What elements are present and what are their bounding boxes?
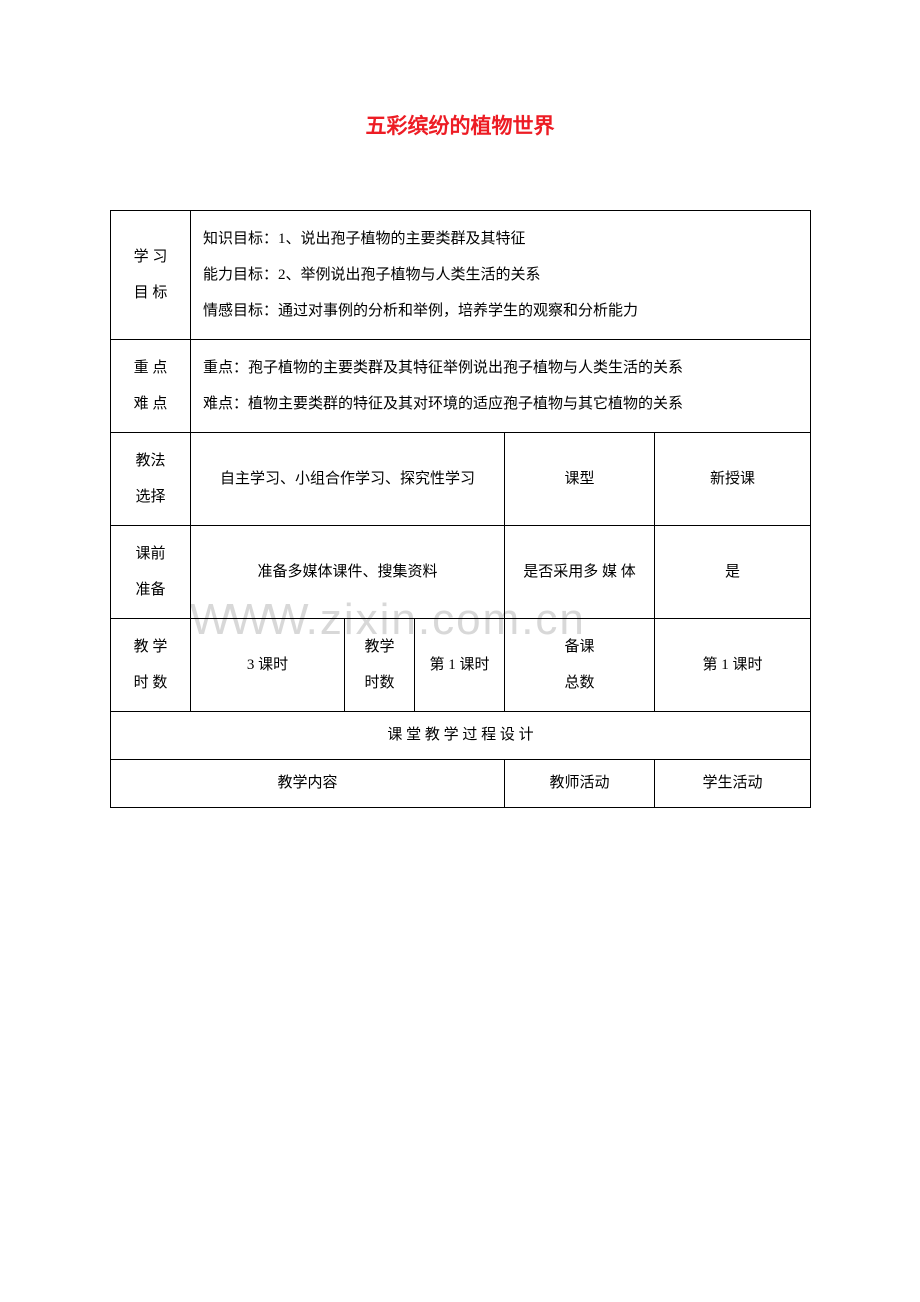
hours-prep-label: 备课总数 [505,619,655,712]
columns-row: 教学内容 教师活动 学生活动 [111,760,811,808]
prep-content: 准备多媒体课件、搜集资料 [191,526,505,619]
hours-prep-value: 第 1 课时 [655,619,811,712]
hours-current: 第 1 课时 [415,619,505,712]
keypoints-content: 重点：孢子植物的主要类群及其特征举例说出孢子植物与人类生活的关系难点：植物主要类… [191,340,811,433]
column-student: 学生活动 [655,760,811,808]
objectives-label: 学 习目 标 [111,211,191,340]
keypoints-label: 重 点难 点 [111,340,191,433]
column-teacher: 教师活动 [505,760,655,808]
method-label: 教法选择 [111,433,191,526]
course-type-label: 课型 [505,433,655,526]
document-title: 五彩缤纷的植物世界 [110,110,810,140]
process-header: 课 堂 教 学 过 程 设 计 [111,712,811,760]
method-row: 教法选择 自主学习、小组合作学习、探究性学习 课型 新授课 [111,433,811,526]
hours-row: 教 学时 数 3 课时 教学时数 第 1 课时 备课总数 第 1 课时 [111,619,811,712]
objectives-row: 学 习目 标 知识目标：1、说出孢子植物的主要类群及其特征能力目标：2、举例说出… [111,211,811,340]
hours-sub-label: 教学时数 [345,619,415,712]
lesson-plan-table: 学 习目 标 知识目标：1、说出孢子植物的主要类群及其特征能力目标：2、举例说出… [110,210,811,808]
hours-total: 3 课时 [191,619,345,712]
method-content: 自主学习、小组合作学习、探究性学习 [191,433,505,526]
media-value: 是 [655,526,811,619]
course-type-value: 新授课 [655,433,811,526]
column-content: 教学内容 [111,760,505,808]
objectives-content: 知识目标：1、说出孢子植物的主要类群及其特征能力目标：2、举例说出孢子植物与人类… [191,211,811,340]
prep-row: 课前准备 准备多媒体课件、搜集资料 是否采用多 媒 体 是 [111,526,811,619]
prep-label: 课前准备 [111,526,191,619]
media-label: 是否采用多 媒 体 [505,526,655,619]
process-header-row: 课 堂 教 学 过 程 设 计 [111,712,811,760]
keypoints-row: 重 点难 点 重点：孢子植物的主要类群及其特征举例说出孢子植物与人类生活的关系难… [111,340,811,433]
hours-label: 教 学时 数 [111,619,191,712]
